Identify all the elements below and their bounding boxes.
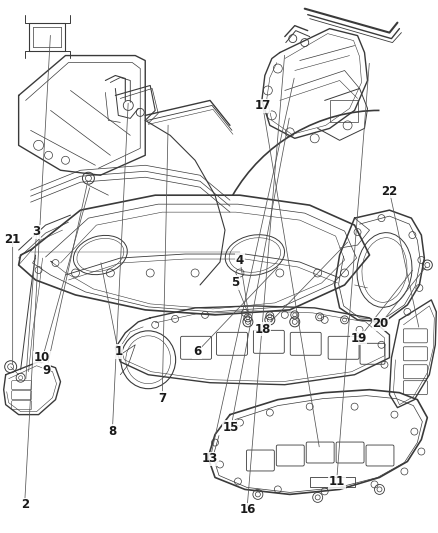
Text: 9: 9 (42, 364, 51, 377)
Bar (330, 100, 357, 123)
Text: 15: 15 (223, 421, 240, 433)
Text: 5: 5 (231, 276, 240, 289)
Text: 4: 4 (236, 254, 244, 266)
Text: 3: 3 (32, 225, 41, 238)
Text: 17: 17 (254, 100, 271, 112)
Text: 19: 19 (350, 332, 367, 345)
Text: 11: 11 (329, 475, 345, 488)
Text: 1: 1 (114, 345, 123, 358)
Text: 10: 10 (34, 351, 50, 365)
Text: 8: 8 (108, 425, 116, 438)
Text: 18: 18 (254, 322, 271, 336)
Text: 21: 21 (4, 233, 21, 246)
Text: 13: 13 (202, 453, 219, 465)
Text: 16: 16 (239, 504, 255, 516)
Text: 2: 2 (21, 498, 29, 511)
Bar (310, 478, 355, 487)
Text: 6: 6 (193, 345, 201, 358)
Text: 20: 20 (372, 318, 389, 330)
Text: 7: 7 (158, 392, 166, 405)
Text: 22: 22 (381, 184, 397, 198)
